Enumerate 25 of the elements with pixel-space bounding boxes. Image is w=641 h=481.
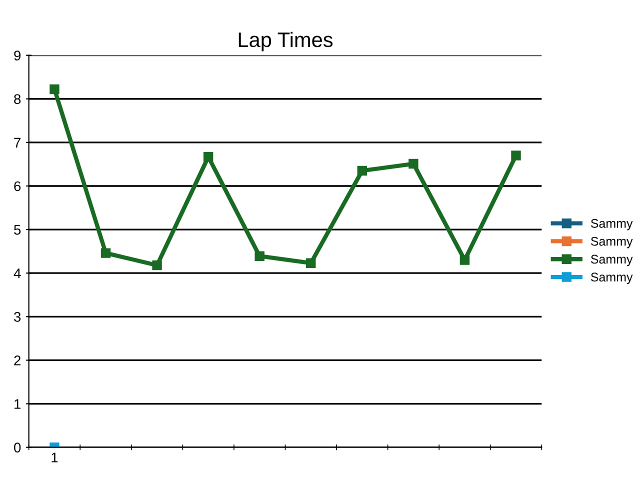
y-tick-label: 5 xyxy=(14,225,21,235)
chart-title: Lap Times xyxy=(238,32,333,52)
y-tick-label: 3 xyxy=(14,312,21,322)
y-tick-label: 7 xyxy=(14,138,21,148)
y-tick-label: 6 xyxy=(14,181,21,192)
y-tick-label: 8 xyxy=(14,94,21,104)
y-tick-label: 0 xyxy=(14,442,21,452)
legend-label: Sammy xyxy=(590,272,633,284)
y-tick-label: 2 xyxy=(14,356,21,366)
legend-label: Sammy xyxy=(590,218,633,230)
point xyxy=(152,260,162,270)
y-tick-label: 4 xyxy=(14,268,21,278)
point xyxy=(408,158,418,169)
point xyxy=(511,150,521,160)
point xyxy=(100,248,111,258)
y-tick-label: 9 xyxy=(14,50,21,60)
point xyxy=(306,258,316,268)
point xyxy=(203,152,214,162)
legend-label: Sammy xyxy=(590,236,633,248)
point xyxy=(357,166,368,176)
legend-label: Sammy xyxy=(590,254,633,266)
point xyxy=(254,251,264,261)
point xyxy=(460,255,470,265)
y-tick-label: 1 xyxy=(14,399,21,409)
point xyxy=(50,84,60,94)
